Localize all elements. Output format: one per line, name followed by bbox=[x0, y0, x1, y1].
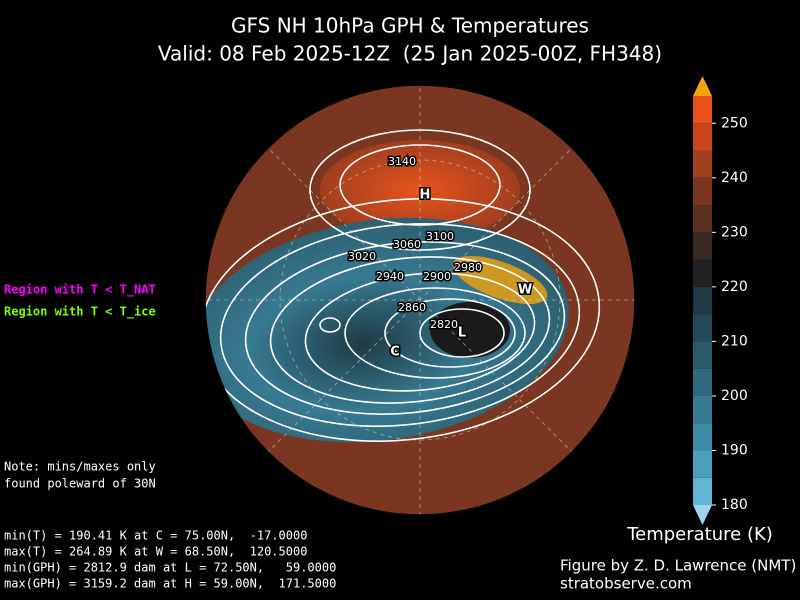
note-line: found poleward of 30N bbox=[4, 477, 156, 491]
colorbar-over bbox=[693, 76, 712, 96]
stat-line: max(GPH) = 3159.2 dam at H = 59.00N, 171… bbox=[4, 577, 336, 591]
colorbar-band bbox=[693, 314, 712, 342]
colorbar-band bbox=[693, 123, 712, 151]
colorbar-tick-label: 230 bbox=[721, 224, 748, 240]
contour-label: 3140 bbox=[388, 155, 416, 168]
colorbar-band bbox=[693, 477, 712, 505]
colorbar-band bbox=[693, 423, 712, 451]
contour-label: 3020 bbox=[348, 250, 376, 263]
contour-label: 2900 bbox=[423, 270, 451, 283]
colorbar-tick-label: 200 bbox=[721, 388, 748, 404]
colorbar-tick-label: 250 bbox=[721, 115, 748, 131]
legend-label: Region with T < T_NAT bbox=[4, 283, 156, 298]
legend-label: Region with T < T_ice bbox=[4, 305, 156, 320]
colorbar-band bbox=[693, 96, 712, 124]
colorbar-band bbox=[693, 177, 712, 206]
colorbar-label: Temperature (K) bbox=[626, 524, 773, 545]
note-line: Note: mins/maxes only bbox=[4, 460, 156, 474]
contour-label: 2980 bbox=[454, 261, 482, 274]
contour-label: 2820 bbox=[430, 318, 458, 331]
stat-line: max(T) = 264.89 K at W = 68.50N, 120.500… bbox=[4, 545, 307, 559]
contour-label: 3100 bbox=[426, 230, 454, 243]
colorbar-tick-label: 240 bbox=[721, 170, 748, 186]
contour-label: 3060 bbox=[393, 238, 421, 251]
title: GFS NH 10hPa GPH & Temperatures bbox=[231, 14, 589, 38]
colorbar-tick-label: 210 bbox=[721, 333, 748, 349]
stat-line: min(T) = 190.41 K at C = 75.00N, -17.000… bbox=[4, 529, 307, 543]
contour-label: 2860 bbox=[398, 301, 426, 314]
map-border bbox=[204, 84, 636, 516]
colorbar-band bbox=[693, 259, 712, 287]
colorbar-band bbox=[693, 150, 712, 178]
colorbar-band bbox=[693, 205, 712, 233]
contour-label: 2940 bbox=[376, 270, 404, 283]
colorbar-band bbox=[693, 232, 712, 260]
stat-line: min(GPH) = 2812.9 dam at L = 72.50N, 59.… bbox=[4, 561, 336, 575]
subtitle: Valid: 08 Feb 2025-12Z (25 Jan 2025-00Z,… bbox=[158, 42, 662, 66]
map bbox=[205, 85, 635, 515]
colorbar-band bbox=[693, 341, 712, 369]
extremum-marker: C bbox=[390, 345, 400, 360]
colorbar-band bbox=[693, 395, 712, 424]
extremum-marker: W bbox=[518, 283, 532, 298]
extremum-marker: L bbox=[458, 326, 466, 341]
colorbar-tick-label: 190 bbox=[721, 442, 748, 458]
colorbar-band bbox=[693, 368, 712, 396]
colorbar-band bbox=[693, 286, 712, 315]
extremum-marker: H bbox=[420, 188, 431, 203]
colorbar-band bbox=[693, 450, 712, 478]
colorbar-under bbox=[693, 505, 712, 525]
credit-line: stratobserve.com bbox=[560, 575, 692, 593]
credit-line: Figure by Z. D. Lawrence (NMT) bbox=[560, 557, 796, 575]
colorbar-tick-label: 180 bbox=[721, 497, 748, 513]
colorbar-tick-label: 220 bbox=[721, 279, 748, 295]
